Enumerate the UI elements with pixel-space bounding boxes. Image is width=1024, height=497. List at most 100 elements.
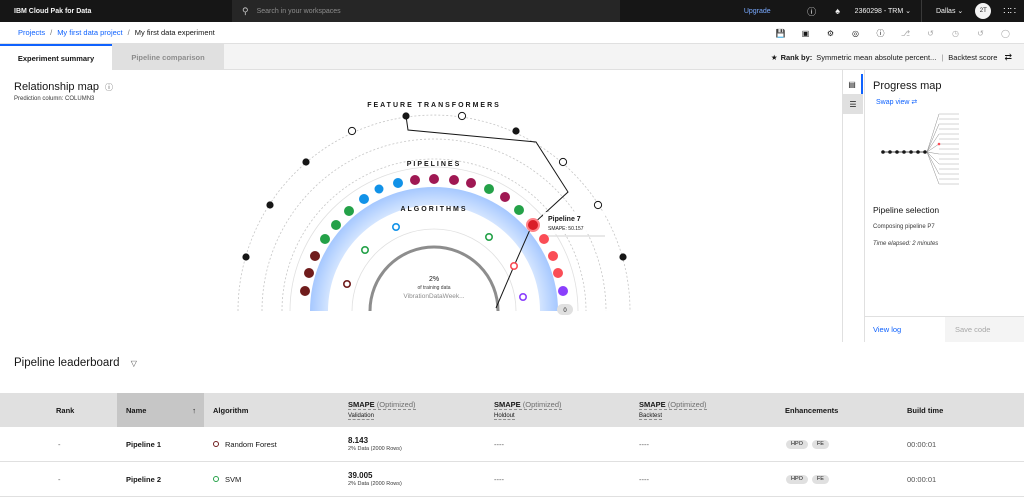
- version-icon[interactable]: ↺: [977, 28, 984, 38]
- star-icon: ★: [770, 52, 778, 62]
- pipeline-tooltip: Pipeline 7 SMAPE: 50.157: [543, 212, 605, 237]
- upgrade-link[interactable]: Upgrade: [743, 7, 771, 15]
- tooltip-value: SMAPE: 50.157: [548, 226, 584, 232]
- table-row[interactable]: - Pipeline 1 Random Forest 8.143 2% Data…: [0, 427, 1024, 462]
- info-icon[interactable]: ⓘ: [105, 83, 113, 92]
- tab-pipeline-comparison[interactable]: Pipeline comparison: [112, 44, 224, 70]
- filter-icon[interactable]: ▽: [130, 359, 137, 368]
- pipeline-node[interactable]: [410, 175, 420, 185]
- breadcrumb-projects[interactable]: Projects: [18, 28, 46, 37]
- ft-node[interactable]: [558, 157, 568, 167]
- col-rank[interactable]: Rank: [56, 405, 75, 415]
- col-validation[interactable]: SMAPE (Optimized) Validation: [348, 393, 416, 427]
- ft-node[interactable]: [402, 112, 410, 120]
- ft-node[interactable]: [512, 127, 520, 135]
- rank-by-label: Rank by:: [780, 52, 813, 62]
- col-build-time[interactable]: Build time: [907, 405, 944, 415]
- swap-icon: ⇄: [911, 99, 918, 106]
- validation-score: 8.143: [348, 436, 369, 445]
- ft-node[interactable]: [593, 200, 603, 210]
- col-holdout[interactable]: SMAPE (Optimized) Holdout: [494, 393, 562, 427]
- pipeline-node[interactable]: [429, 174, 439, 184]
- col-name-label: Name: [126, 405, 147, 415]
- search-input[interactable]: ⚲ Search in your workspaces: [232, 0, 620, 22]
- pipeline-node[interactable]: [331, 220, 341, 230]
- ring-outer: [237, 114, 631, 312]
- progress-panel: Progress map Swap view ⇄ Pipeline select…: [864, 70, 1024, 342]
- col-enhancements[interactable]: Enhancements: [785, 405, 839, 415]
- algorithm-node[interactable]: [509, 262, 518, 271]
- history-icon[interactable]: ◎: [852, 28, 859, 38]
- counter-value: 0: [563, 308, 567, 314]
- ft-node[interactable]: [457, 111, 467, 121]
- progress-graph: [881, 113, 959, 185]
- col-algorithm[interactable]: Algorithm: [213, 405, 249, 415]
- pipeline-node[interactable]: [359, 194, 369, 204]
- algorithm-node[interactable]: [484, 233, 493, 242]
- table-row[interactable]: - Pipeline 2 SVM 39.005 2% Data (2000 Ro…: [0, 462, 1024, 497]
- app-switcher-icon[interactable]: ∷∷: [1003, 5, 1016, 17]
- pipeline-node[interactable]: [449, 175, 459, 185]
- pipeline-node[interactable]: [393, 178, 403, 188]
- notification-icon[interactable]: ♠: [835, 6, 841, 16]
- share-icon[interactable]: ↺: [927, 28, 934, 38]
- pipeline-node[interactable]: [310, 251, 320, 261]
- hpo-tag: HPO: [786, 439, 808, 449]
- algorithm-name: Random Forest: [225, 439, 277, 449]
- row-name[interactable]: Pipeline 1: [126, 439, 162, 449]
- tooltip-title: Pipeline 7: [548, 216, 581, 223]
- breadcrumb-project[interactable]: My first data project: [57, 28, 123, 37]
- ft-node[interactable]: [619, 253, 627, 261]
- pipeline-node[interactable]: [539, 234, 549, 244]
- pipeline-node[interactable]: [304, 268, 314, 278]
- pipeline-node-selected[interactable]: [526, 218, 540, 232]
- account-switcher[interactable]: 2360298 - TRM ⌄: [854, 8, 911, 15]
- list-view-icon[interactable]: ☰: [843, 94, 863, 114]
- tab-experiment-summary[interactable]: Experiment summary: [0, 44, 112, 70]
- algorithm-node[interactable]: [342, 280, 351, 289]
- view-log-button[interactable]: View log: [873, 325, 902, 334]
- avatar[interactable]: 2T: [975, 3, 992, 19]
- swap-icon[interactable]: ⇄: [1004, 51, 1012, 62]
- rank-by-selector[interactable]: ★ Rank by: Symmetric mean absolute perce…: [771, 44, 1012, 70]
- help-icon[interactable]: ⓘ: [807, 6, 817, 17]
- pipeline-node[interactable]: [553, 268, 563, 278]
- product-name[interactable]: IBM Cloud Pak for Data: [14, 7, 92, 15]
- map-view-icon[interactable]: ▤: [843, 74, 863, 94]
- swap-view-link[interactable]: Swap view ⇄: [876, 98, 917, 106]
- data-icon[interactable]: ▣: [801, 28, 810, 38]
- pipeline-node[interactable]: [320, 234, 330, 244]
- col-name[interactable]: Name ↑: [117, 393, 204, 427]
- pipeline-node[interactable]: [548, 251, 558, 261]
- save-icon[interactable]: 💾: [775, 28, 786, 38]
- col-backtest[interactable]: SMAPE (Optimized) Backtest: [639, 393, 707, 427]
- region-switcher[interactable]: Dallas ⌄: [936, 8, 964, 15]
- algorithm-node[interactable]: [518, 293, 527, 302]
- save-code-button[interactable]: Save code: [945, 317, 1024, 342]
- time-elapsed: Time elapsed: 2 minutes: [873, 241, 939, 247]
- counter-badge[interactable]: [557, 304, 573, 315]
- pipeline-node[interactable]: [500, 192, 510, 202]
- pipeline-node[interactable]: [344, 206, 354, 216]
- ft-node[interactable]: [266, 201, 274, 209]
- algorithm-node[interactable]: [391, 223, 400, 232]
- pipeline-node[interactable]: [300, 286, 310, 296]
- center-dataset: VibrationDataWeek...: [403, 293, 464, 300]
- pipeline-node[interactable]: [466, 178, 476, 188]
- settings-icon[interactable]: ⚙: [826, 28, 835, 38]
- ft-node[interactable]: [302, 158, 310, 166]
- algorithm-node[interactable]: [360, 246, 369, 255]
- ft-node[interactable]: [242, 253, 250, 261]
- pipeline-node[interactable]: [558, 286, 568, 296]
- pipeline-node[interactable]: [484, 184, 494, 194]
- pipeline-node[interactable]: [514, 205, 524, 215]
- backtest-label: Backtest: [639, 413, 663, 420]
- info-icon[interactable]: ⓘ: [876, 28, 885, 38]
- lock-icon[interactable]: ◯: [1001, 28, 1010, 38]
- ft-node[interactable]: [347, 126, 357, 136]
- pipeline-node[interactable]: [373, 183, 385, 195]
- row-name[interactable]: Pipeline 2: [126, 474, 162, 484]
- branch-icon[interactable]: ⎇: [900, 28, 911, 38]
- leaderboard-title: Pipeline leaderboard: [14, 357, 120, 369]
- schedule-icon[interactable]: ◷: [952, 28, 959, 38]
